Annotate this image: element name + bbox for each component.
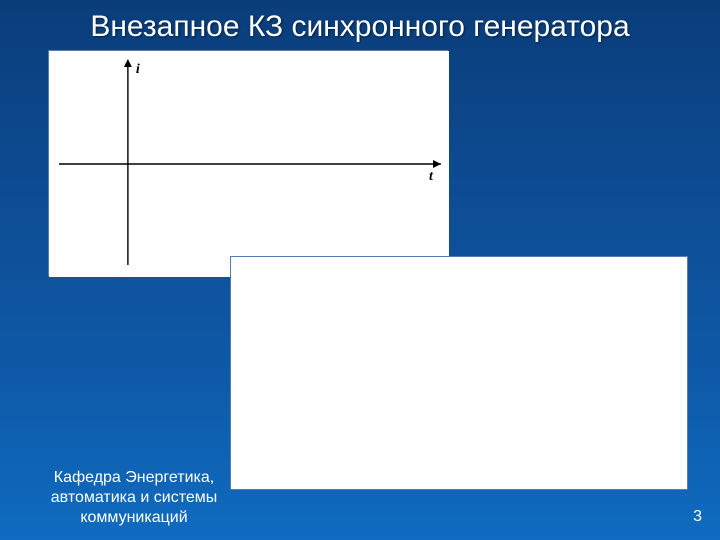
slide-title: Внезапное КЗ синхронного генератора [0, 10, 720, 44]
chart-top: ti [48, 50, 448, 276]
chart-bottom [230, 256, 688, 490]
slide: Внезапное КЗ синхронного генератора ti К… [0, 0, 720, 540]
svg-text:i: i [136, 62, 140, 77]
page-number: 3 [693, 508, 702, 526]
footer-text: Кафедра Энергетика, автоматика и системы… [24, 468, 244, 528]
